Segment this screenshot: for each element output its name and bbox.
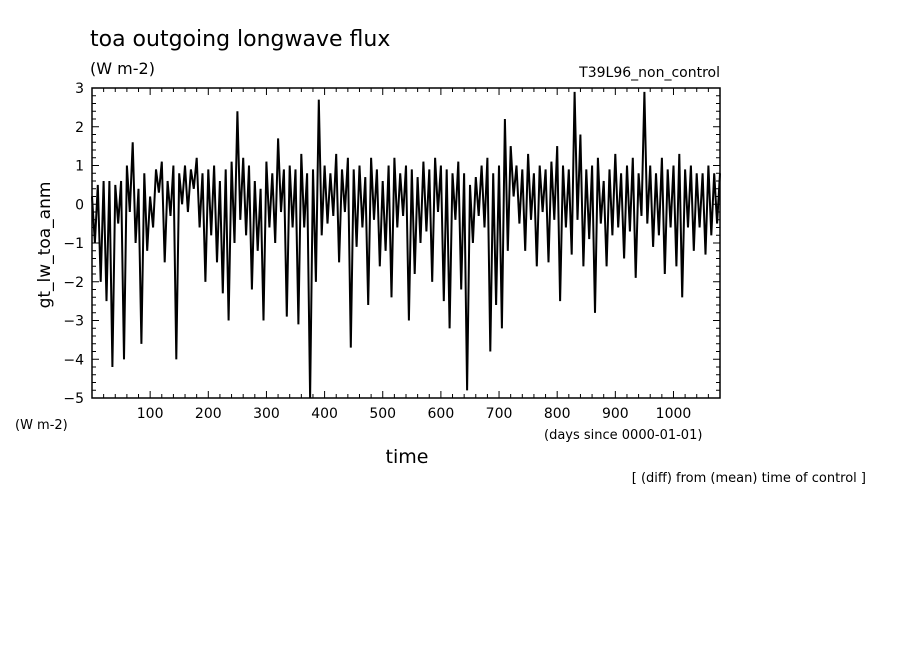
y-tick-label: −3 — [63, 314, 84, 330]
x-axis-units: (days since 0000-01-01) — [544, 428, 702, 443]
x-tick-label: 400 — [311, 406, 338, 422]
x-tick-label: 100 — [137, 406, 164, 422]
footnote: [ (diff) from (mean) time of control ] — [632, 471, 866, 486]
x-tick-label: 700 — [486, 406, 513, 422]
x-tick-label: 1000 — [656, 406, 692, 422]
chart-title: toa outgoing longwave flux — [90, 27, 390, 52]
y-tick-label: 0 — [75, 197, 84, 213]
experiment-label: T39L96_non_control — [578, 65, 720, 81]
y-tick-label: 3 — [75, 81, 84, 97]
y-tick-label: −2 — [63, 275, 84, 291]
y-axis-label: gt_lw_toa_anm — [35, 182, 55, 309]
y-tick-label: 1 — [75, 159, 84, 175]
x-axis-label: time — [386, 446, 429, 468]
series-line-0 — [91, 91, 721, 399]
y-tick-label: −4 — [63, 352, 84, 368]
x-tick-label: 600 — [428, 406, 455, 422]
x-tick-label: 800 — [544, 406, 571, 422]
x-tick-label: 900 — [602, 406, 629, 422]
title-units: (W m-2) — [90, 59, 155, 78]
y-axis-units: (W m-2) — [15, 418, 68, 433]
y-tick-label: −1 — [63, 236, 84, 252]
x-tick-label: 200 — [195, 406, 222, 422]
x-tick-label: 500 — [369, 406, 396, 422]
y-tick-label: −5 — [63, 391, 84, 407]
y-tick-label: 2 — [75, 120, 84, 136]
x-tick-label: 300 — [253, 406, 280, 422]
